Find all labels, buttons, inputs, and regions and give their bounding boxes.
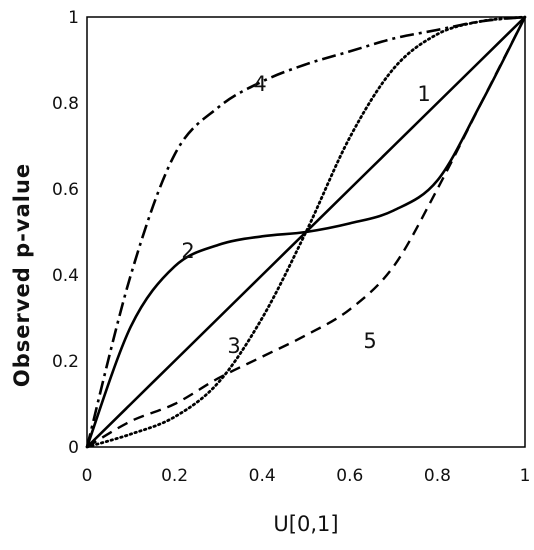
- x-tick-label: 1: [520, 466, 531, 486]
- plot-frame: [86, 16, 526, 448]
- x-tick-label: 0: [82, 466, 93, 486]
- y-tick-label: 0.6: [52, 180, 79, 200]
- y-tick-label: 0: [68, 438, 79, 458]
- series-line-4: [85, 15, 526, 448]
- y-tick-label: 0.2: [52, 352, 79, 372]
- curve-label-3: 3: [227, 334, 240, 358]
- x-tick-label: 0.4: [249, 466, 276, 486]
- y-axis-title: Observed p-value: [10, 163, 34, 387]
- curve-label-4: 4: [253, 72, 266, 96]
- curve-labels: 1 2 3 4 5: [181, 72, 430, 358]
- series-line-3: [85, 15, 527, 449]
- series-line-5: [86, 16, 527, 449]
- x-tick-label: 0.8: [424, 466, 451, 486]
- x-tick-labels: 0 0.2 0.4 0.6 0.8 1: [82, 466, 531, 486]
- y-tick-label: 1: [68, 8, 79, 28]
- curve-label-2: 2: [181, 239, 194, 263]
- curve-label-1: 1: [417, 82, 430, 106]
- x-tick-label: 0.6: [336, 466, 363, 486]
- y-tick-label: 0.4: [52, 266, 79, 286]
- y-tick-label: 0.8: [52, 94, 79, 114]
- y-tick-labels: 0 0.2 0.4 0.6 0.8 1: [52, 8, 79, 458]
- x-tick-label: 0.2: [161, 466, 188, 486]
- x-axis-title: U[0,1]: [273, 512, 338, 536]
- series-lines: [85, 15, 527, 449]
- curve-label-5: 5: [363, 329, 376, 353]
